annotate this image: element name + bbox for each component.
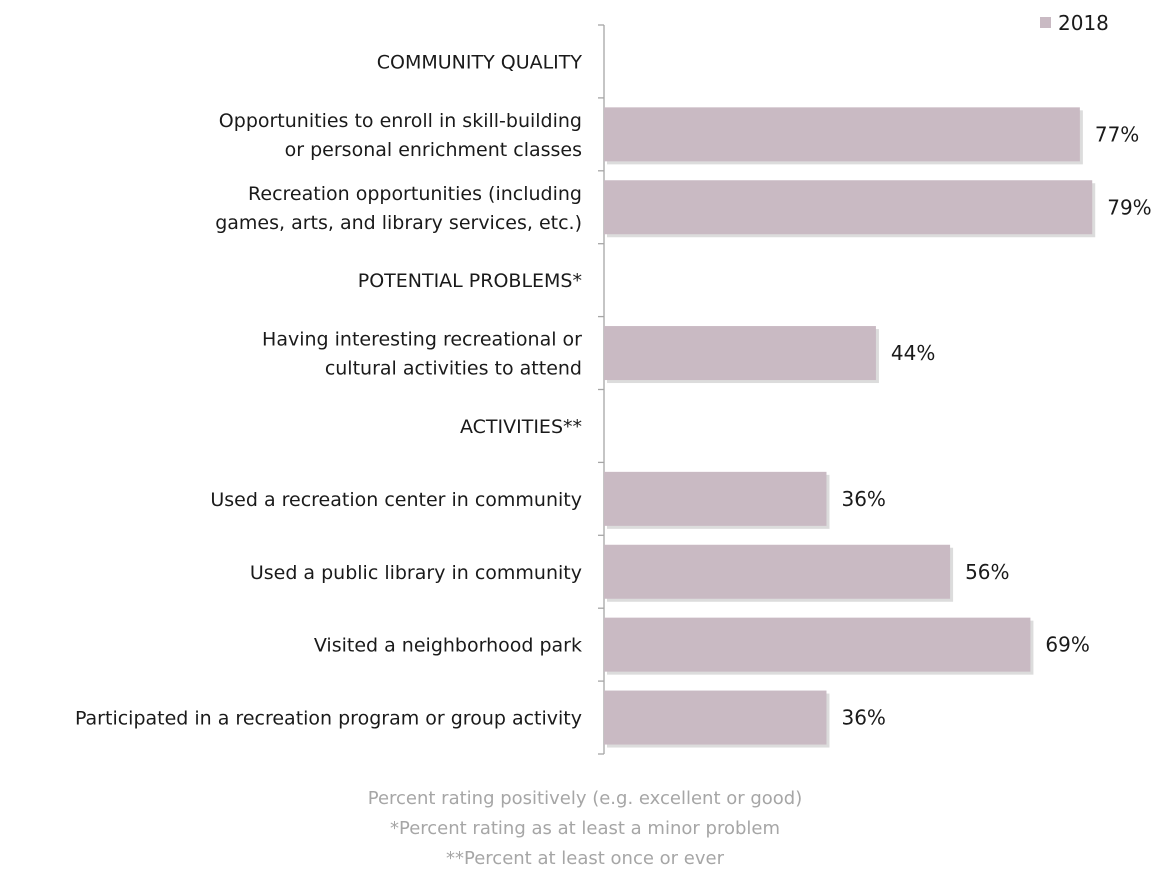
data-label: 79%: [1107, 195, 1151, 219]
bar: [604, 617, 1031, 672]
category-axis: [598, 24, 605, 755]
category-label: Having interesting recreational or: [262, 329, 582, 351]
bar-row: Having interesting recreational or cultur…: [262, 326, 935, 384]
bar: [604, 544, 951, 599]
section-header: COMMUNITY QUALITY: [377, 51, 583, 73]
data-label: 36%: [841, 487, 885, 511]
bar-row: Used a recreation center in community 36%: [210, 471, 886, 529]
bar-row: Recreation opportunities (including games…: [215, 180, 1152, 238]
bar: [604, 690, 827, 745]
bar: [604, 180, 1093, 235]
section-header-label: POTENTIAL PROBLEMS*: [358, 270, 582, 292]
category-label: Opportunities to enroll in skill-buildin…: [219, 110, 582, 132]
legend-label: 2018: [1058, 11, 1109, 35]
section-header-label: ACTIVITIES**: [460, 416, 582, 438]
category-label: or personal enrichment classes: [285, 139, 582, 161]
category-label: Visited a neighborhood park: [314, 635, 582, 657]
category-label: Participated in a recreation program or …: [75, 708, 582, 730]
section-header: POTENTIAL PROBLEMS*: [358, 270, 582, 292]
bar-chart: 2018 COMMUNITY QUALITY Opportunities to e…: [75, 11, 1152, 755]
category-label: Recreation opportunities (including: [248, 183, 582, 205]
footnote-positive-rating: Percent rating positively (e.g. excellen…: [367, 788, 803, 809]
category-label: Used a public library in community: [250, 562, 582, 584]
data-label: 77%: [1095, 122, 1139, 146]
section-header: ACTIVITIES**: [460, 416, 582, 438]
bar-row: Used a public library in community 56%: [250, 544, 1010, 602]
bar-row: Opportunities to enroll in skill-buildin…: [219, 107, 1139, 165]
chart-rows: COMMUNITY QUALITY Opportunities to enroll…: [75, 51, 1152, 748]
category-label: cultural activities to attend: [325, 358, 582, 380]
bar-row: Visited a neighborhood park 69%: [314, 617, 1090, 675]
bar: [604, 107, 1080, 162]
data-label: 36%: [841, 706, 885, 730]
category-label: games, arts, and library services, etc.): [215, 212, 582, 234]
data-label: 69%: [1045, 633, 1089, 657]
legend: 2018: [1040, 11, 1109, 35]
bar: [604, 471, 827, 526]
data-label: 56%: [965, 560, 1009, 584]
section-header-label: COMMUNITY QUALITY: [377, 51, 583, 73]
bar: [604, 326, 876, 381]
data-label: 44%: [891, 341, 935, 365]
footnote-at-least-once: **Percent at least once or ever: [446, 848, 724, 869]
bar-row: Participated in a recreation program or …: [75, 690, 886, 748]
legend-swatch: [1040, 17, 1051, 28]
footnote-minor-problem: *Percent rating as at least a minor prob…: [389, 818, 780, 839]
category-label: Used a recreation center in community: [210, 489, 582, 511]
